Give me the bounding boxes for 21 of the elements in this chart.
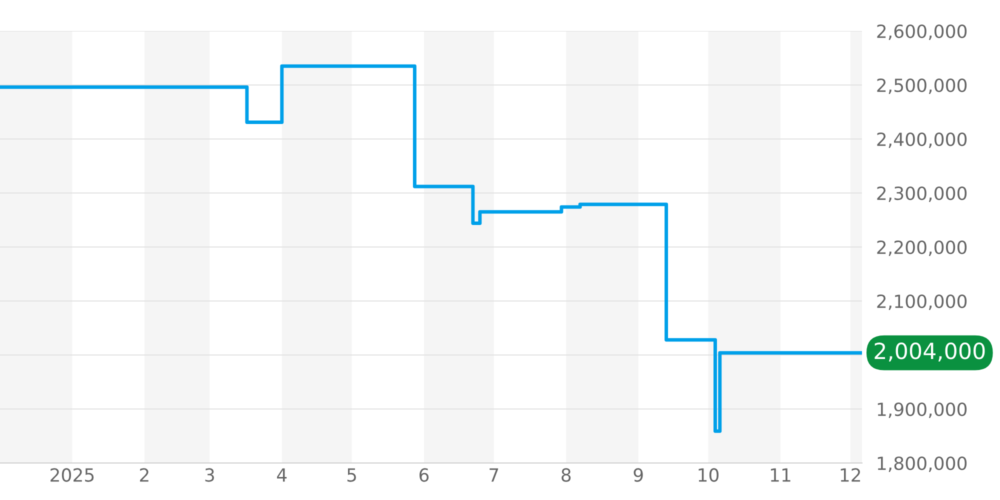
x-tick-label: 6 — [420, 468, 429, 482]
y-tick-label: 2,300,000 — [877, 186, 967, 202]
y-tick-label: 1,800,000 — [878, 456, 967, 472]
y-tick-label: 2,600,000 — [877, 24, 967, 40]
x-tick-label: 5 — [347, 468, 356, 482]
x-tick-label: 9 — [634, 468, 643, 482]
x-tick-label: 12 — [840, 468, 860, 482]
x-tick-label: 10 — [698, 468, 719, 482]
y-tick-label: 1,900,000 — [878, 402, 967, 418]
y-tick-label: 2,400,000 — [877, 132, 967, 148]
x-tick-label: 11 — [770, 468, 790, 482]
y-tick-label: 2,500,000 — [877, 78, 967, 94]
y-tick-label: 2,200,000 — [877, 240, 967, 256]
x-tick-label: 8 — [562, 468, 571, 482]
y-tick-label: 2,100,000 — [877, 294, 967, 310]
x-tick-label: 4 — [277, 468, 287, 482]
x-tick-label: 2025 — [50, 468, 94, 482]
x-tick-label: 3 — [205, 468, 214, 482]
x-tick-label: 2 — [140, 468, 148, 482]
annotation: 2,004,000 — [874, 342, 985, 362]
x-tick-label: 7 — [490, 468, 498, 482]
